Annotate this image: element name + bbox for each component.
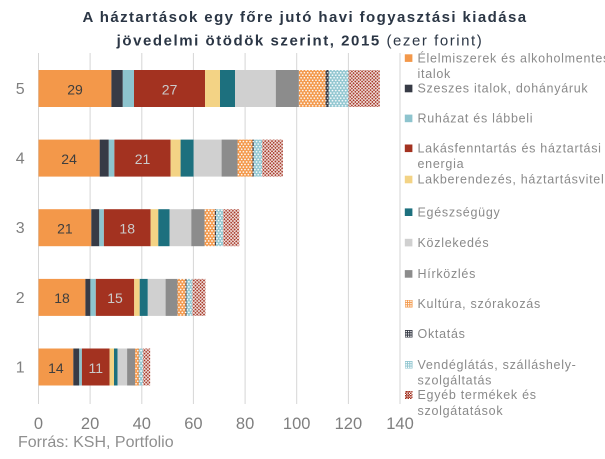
svg-text:29: 29 — [67, 81, 83, 97]
svg-text:40: 40 — [133, 415, 151, 433]
svg-text:14: 14 — [48, 360, 64, 376]
svg-text:18: 18 — [54, 290, 70, 306]
svg-text:A háztartások egy főre jutó ha: A háztartások egy főre jutó havi fogyasz… — [82, 9, 527, 26]
svg-text:Kultúra, szórakozás: Kultúra, szórakozás — [418, 297, 541, 311]
svg-text:italok: italok — [418, 67, 452, 81]
svg-text:24: 24 — [61, 151, 77, 167]
svg-text:3: 3 — [16, 220, 25, 237]
svg-text:jövedelmi ötödök szerint, 2015: jövedelmi ötödök szerint, 2015 (ezer for… — [116, 33, 484, 50]
svg-text:Ruházat és lábbeli: Ruházat és lábbeli — [418, 112, 534, 126]
svg-text:Élelmiszerek és alkoholmentes: Élelmiszerek és alkoholmentes — [418, 50, 605, 65]
svg-text:15: 15 — [107, 290, 123, 306]
svg-text:Lakásfenntartás és háztartási: Lakásfenntartás és háztartási — [418, 142, 602, 156]
svg-text:11: 11 — [89, 360, 104, 376]
svg-text:4: 4 — [16, 151, 25, 168]
svg-text:Vendéglátás, szálláshely-: Vendéglátás, szálláshely- — [418, 358, 577, 372]
svg-text:120: 120 — [335, 415, 363, 433]
svg-text:21: 21 — [135, 151, 151, 167]
svg-text:100: 100 — [283, 415, 311, 433]
svg-text:140: 140 — [386, 415, 414, 433]
svg-text:20: 20 — [81, 415, 99, 433]
svg-text:Lakberendezés, háztartásvitel: Lakberendezés, háztartásvitel — [418, 173, 605, 187]
svg-text:Szeszes italok, dohányáruk: Szeszes italok, dohányáruk — [418, 82, 589, 96]
svg-text:Egyéb termékek és: Egyéb termékek és — [418, 388, 537, 402]
svg-text:Egészségügy: Egészségügy — [418, 205, 501, 219]
svg-text:Forrás: KSH, Portfolio: Forrás: KSH, Portfolio — [18, 434, 174, 451]
svg-text:szolgátatások: szolgátatások — [418, 404, 504, 418]
svg-text:5: 5 — [16, 81, 25, 98]
svg-text:0: 0 — [34, 415, 43, 433]
svg-text:60: 60 — [184, 415, 202, 433]
svg-text:1: 1 — [16, 359, 25, 376]
svg-text:27: 27 — [162, 81, 178, 97]
svg-text:szolgáltatás: szolgáltatás — [418, 374, 493, 388]
svg-text:energia: energia — [418, 157, 465, 171]
svg-text:80: 80 — [236, 415, 254, 433]
svg-text:Közlekedés: Közlekedés — [418, 236, 490, 250]
svg-text:18: 18 — [119, 221, 135, 237]
svg-text:21: 21 — [57, 221, 73, 237]
svg-text:Hírközlés: Hírközlés — [418, 267, 477, 281]
svg-text:2: 2 — [16, 290, 25, 307]
svg-text:Oktatás: Oktatás — [418, 327, 466, 341]
